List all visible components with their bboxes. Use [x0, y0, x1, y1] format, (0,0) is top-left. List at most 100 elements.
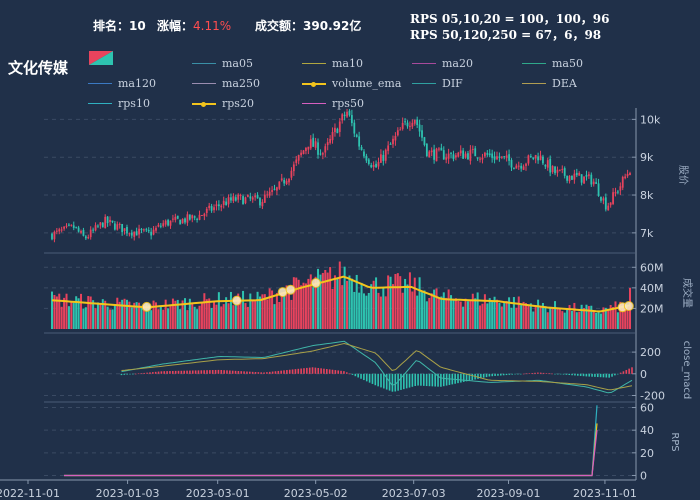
volume-bar	[205, 299, 208, 329]
macd-histogram-bar	[445, 373, 448, 386]
legend-item-ma250[interactable]: ma250	[192, 77, 260, 90]
volume-bar	[435, 288, 438, 329]
volume-bar	[413, 277, 416, 329]
macd-histogram-bar	[599, 373, 602, 378]
volume-bar	[370, 284, 373, 329]
volume-bar	[382, 288, 385, 329]
candle-body	[520, 165, 523, 169]
macd-histogram-bar	[209, 370, 211, 374]
candle-body	[94, 225, 97, 231]
legend-swatch-volume_ema	[302, 81, 326, 87]
volume-bar	[290, 299, 293, 329]
volume-bar	[430, 293, 433, 329]
ylabel-panel-3: RPS	[669, 432, 680, 451]
volume-bar	[251, 300, 254, 329]
volume-bar	[242, 290, 245, 329]
volume-bar	[198, 305, 201, 329]
volume-bar	[203, 293, 206, 329]
candle-body	[355, 134, 358, 137]
legend-item-DEA[interactable]: DEA	[522, 77, 577, 90]
macd-histogram-bar	[494, 373, 496, 376]
candle-body	[273, 188, 276, 190]
legend-item-rps10[interactable]: rps10	[88, 97, 150, 110]
volume-bar	[157, 309, 160, 329]
legend-label-volume_ema: volume_ema	[332, 77, 402, 90]
macd-histogram-bar	[562, 373, 565, 375]
candle-body	[89, 229, 92, 238]
legend-item-ma05[interactable]: ma05	[192, 57, 253, 70]
macd-histogram-bar	[180, 370, 183, 374]
legend-item-ma10[interactable]: ma10	[302, 57, 363, 70]
macd-histogram-bar	[588, 373, 591, 377]
macd-histogram-bar	[559, 373, 562, 375]
macd-histogram-bar	[431, 373, 434, 387]
volume-bar	[360, 282, 363, 329]
candle-body	[307, 146, 310, 150]
candle-body	[624, 176, 627, 179]
volume-bar	[258, 296, 261, 329]
macd-histogram-bar	[226, 370, 228, 374]
volume-bar	[459, 301, 462, 329]
macd-histogram-bar	[420, 373, 422, 386]
volume-bar	[575, 312, 578, 329]
macd-histogram-bar	[357, 373, 359, 378]
volume-bar	[331, 289, 334, 329]
candle-body	[256, 194, 259, 199]
candle-body	[346, 111, 348, 117]
candle-body	[621, 176, 624, 188]
volume-ema-marker	[231, 295, 242, 306]
legend-item-volume_ema[interactable]: volume_ema	[302, 77, 401, 90]
candle-body	[380, 154, 382, 163]
legend-item-ma120[interactable]: ma120	[88, 77, 156, 90]
volume-bar	[200, 301, 203, 329]
macd-histogram-bar	[596, 373, 599, 378]
macd-histogram-bar	[537, 372, 539, 374]
volume-bar	[249, 293, 252, 329]
candle-body	[542, 156, 544, 164]
volume-bar	[341, 285, 344, 329]
candle-body	[580, 174, 583, 183]
macd-histogram-bar	[551, 373, 553, 375]
ytick-label-3-1: 20	[640, 447, 654, 460]
legend-item-ma20[interactable]: ma20	[412, 57, 473, 70]
candle-body	[350, 115, 353, 124]
volume-bar	[517, 296, 520, 329]
legend-item-ma50[interactable]: ma50	[522, 57, 583, 70]
macd-histogram-bar	[539, 372, 542, 374]
macd-histogram-bar	[565, 373, 568, 375]
candle-body	[554, 166, 556, 174]
macd-histogram-bar	[499, 373, 502, 376]
macd-histogram-bar	[491, 373, 494, 377]
candle-body	[239, 195, 242, 197]
volume-bar	[84, 307, 87, 329]
legend-item-rps50[interactable]: rps50	[302, 97, 364, 110]
macd-histogram-bar	[571, 373, 573, 376]
macd-histogram-bar	[454, 373, 456, 384]
macd-histogram-bar	[622, 371, 625, 374]
macd-histogram-bar	[214, 369, 217, 374]
volume-bar	[213, 301, 216, 329]
candle-body	[476, 157, 479, 159]
macd-histogram-bar	[525, 373, 528, 375]
volume-bar	[529, 303, 532, 329]
volume-bar	[300, 285, 303, 329]
legend-item-DIF[interactable]: DIF	[412, 77, 463, 90]
macd-histogram-bar	[528, 373, 531, 374]
macd-histogram-bar	[303, 368, 305, 374]
legend-label-ma10: ma10	[332, 57, 363, 70]
macd-histogram-bar	[374, 373, 377, 386]
macd-histogram-bar	[251, 371, 254, 374]
candle-body	[155, 227, 157, 231]
candle-body	[401, 122, 404, 129]
volume-bar	[554, 301, 557, 329]
macd-histogram-bar	[377, 373, 379, 387]
volume-bar	[191, 303, 194, 329]
legend-item-rps20[interactable]: rps20	[192, 97, 254, 110]
macd-histogram-bar	[288, 369, 291, 374]
candle-body	[573, 173, 576, 180]
volume-bar	[568, 305, 571, 329]
ylabel-panel-1: 成交量	[681, 278, 694, 308]
volume-bar	[626, 307, 629, 329]
volume-bar	[421, 291, 424, 329]
macd-histogram-bar	[166, 371, 168, 374]
